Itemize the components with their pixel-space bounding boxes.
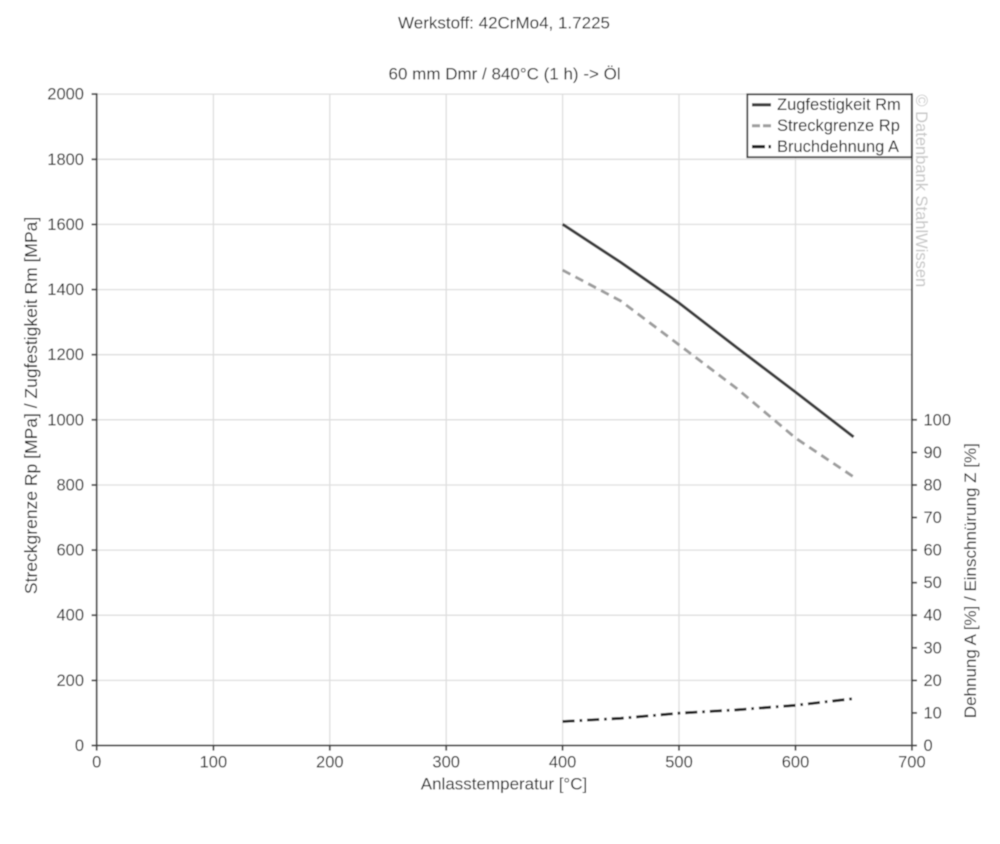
- svg-text:0: 0: [924, 737, 933, 755]
- svg-text:30: 30: [924, 639, 942, 657]
- svg-text:Werkstoff: 42CrMo4, 1.7225: Werkstoff: 42CrMo4, 1.7225: [398, 13, 610, 32]
- svg-text:200: 200: [56, 672, 84, 690]
- svg-text:200: 200: [316, 754, 344, 772]
- svg-text:80: 80: [924, 477, 942, 495]
- svg-text:800: 800: [56, 477, 84, 495]
- svg-text:1400: 1400: [47, 281, 84, 299]
- svg-text:60: 60: [924, 542, 942, 560]
- svg-text:90: 90: [924, 444, 942, 462]
- svg-text:1800: 1800: [47, 151, 84, 169]
- svg-text:Anlasstemperatur [°C]: Anlasstemperatur [°C]: [421, 775, 587, 794]
- svg-text:Zugfestigkeit Rm: Zugfestigkeit Rm: [777, 96, 901, 114]
- svg-text:© Datenbank StahlWissen: © Datenbank StahlWissen: [912, 94, 930, 287]
- svg-text:600: 600: [56, 542, 84, 560]
- svg-text:Bruchdehnung A: Bruchdehnung A: [777, 138, 899, 156]
- svg-text:0: 0: [92, 754, 101, 772]
- svg-text:300: 300: [432, 754, 460, 772]
- svg-text:0: 0: [75, 737, 84, 755]
- svg-text:1600: 1600: [47, 216, 84, 234]
- svg-text:500: 500: [665, 754, 693, 772]
- svg-text:50: 50: [924, 574, 942, 592]
- svg-text:700: 700: [898, 754, 926, 772]
- svg-text:100: 100: [200, 754, 228, 772]
- svg-text:Dehnung A [%] / Einschnürung Z: Dehnung A [%] / Einschnürung Z [%]: [961, 443, 980, 718]
- svg-text:60 mm Dmr / 840°C (1 h) -> Öl: 60 mm Dmr / 840°C (1 h) -> Öl: [389, 65, 621, 84]
- svg-text:Streckgrenze Rp: Streckgrenze Rp: [777, 117, 900, 135]
- svg-text:400: 400: [56, 607, 84, 625]
- svg-text:40: 40: [924, 607, 942, 625]
- svg-text:400: 400: [549, 754, 577, 772]
- svg-text:70: 70: [924, 509, 942, 527]
- svg-text:1200: 1200: [47, 346, 84, 364]
- svg-text:Streckgrenze Rp [MPa] / Zugfes: Streckgrenze Rp [MPa] / Zugfestigkeit Rm…: [21, 217, 41, 594]
- svg-text:600: 600: [782, 754, 810, 772]
- svg-text:100: 100: [924, 411, 952, 429]
- svg-text:10: 10: [924, 704, 942, 722]
- svg-text:2000: 2000: [47, 86, 84, 104]
- svg-text:1000: 1000: [47, 411, 84, 429]
- svg-text:20: 20: [924, 672, 942, 690]
